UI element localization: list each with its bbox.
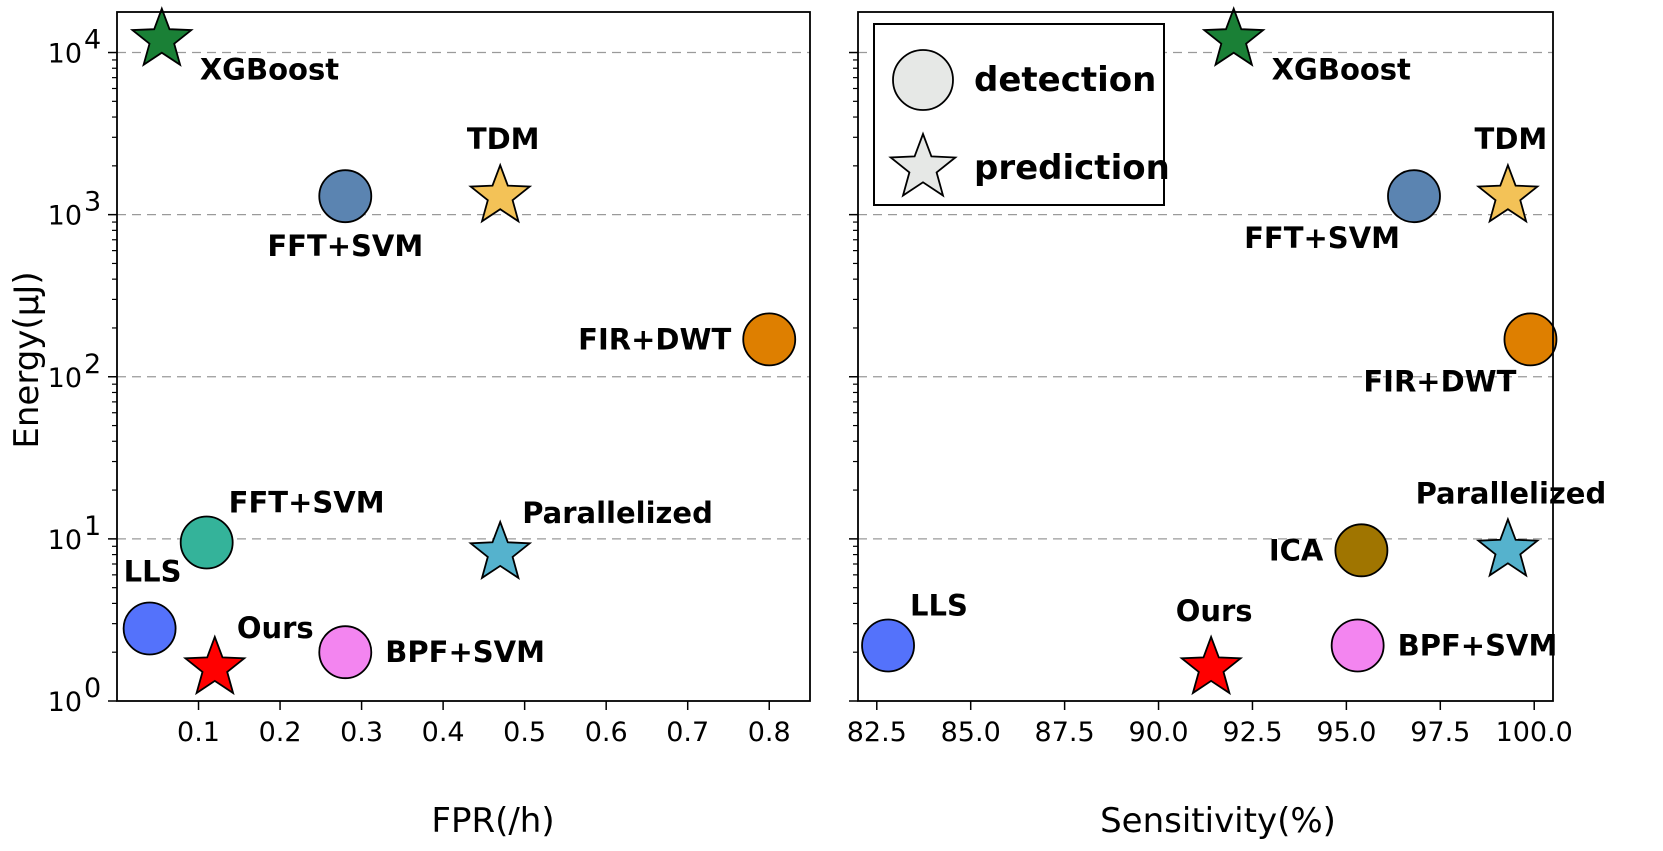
point-bpf-svm <box>318 625 373 680</box>
x-tick-label: 0.3 <box>340 717 383 748</box>
point-label-fft-svm: FFT+SVM <box>267 229 423 263</box>
point-label-lls: LLS <box>124 555 182 589</box>
point-fir-dwt <box>742 312 797 367</box>
point-fir-dwt <box>1503 312 1558 367</box>
plot-frame <box>116 11 811 702</box>
point-parallelized <box>468 519 533 580</box>
y-tick-label: 10 <box>48 525 82 556</box>
point-label-fft-svm: FFT+SVM <box>229 485 385 519</box>
point-label-xgboost: XGBoost <box>200 53 339 87</box>
point-label-tdm: TDM <box>1475 122 1548 156</box>
point-xgboost <box>1201 6 1266 67</box>
x-tick-label: 0.8 <box>748 717 791 748</box>
y-tick-label: 10 <box>48 39 82 70</box>
legend-detection-marker <box>892 49 954 111</box>
point-tdm <box>1475 162 1540 224</box>
y-tick-exponent: 1 <box>84 511 101 542</box>
y-tick-exponent: 4 <box>84 25 101 56</box>
y-tick-label: 10 <box>48 363 82 394</box>
point-label-fft-svm: FFT+SVM <box>1244 221 1400 255</box>
x-tick-label: 0.4 <box>422 717 465 748</box>
point-fft-svm <box>1387 169 1441 224</box>
x-tick-label: 87.5 <box>1035 717 1095 748</box>
x-tick-label: 90.0 <box>1128 717 1188 748</box>
plot-frame <box>857 11 1554 702</box>
point-bpf-svm <box>1330 618 1385 673</box>
point-label-fir-dwt: FIR+DWT <box>1363 364 1516 398</box>
point-xgboost <box>129 6 194 67</box>
y-tick-exponent: 2 <box>84 349 101 380</box>
legend-prediction-marker <box>888 131 958 198</box>
point-lls <box>861 618 915 673</box>
y-tick-exponent: 3 <box>84 187 101 218</box>
x-axis-label-right: Sensitivity(%) <box>1100 801 1336 841</box>
point-label-tdm: TDM <box>467 122 540 156</box>
legend-detection-label: detection <box>974 60 1156 100</box>
x-axis-label-left: FPR(/h) <box>431 801 554 841</box>
point-fft-svm <box>318 169 373 224</box>
legend: detection prediction <box>873 23 1170 206</box>
point-label-lls: LLS <box>910 588 968 622</box>
x-tick-label: 97.5 <box>1410 717 1470 748</box>
point-parallelized <box>1475 516 1540 578</box>
point-label-bpf-svm: BPF+SVM <box>385 635 545 669</box>
point-label-fir-dwt: FIR+DWT <box>578 322 731 356</box>
y-tick-exponent: 0 <box>84 673 101 704</box>
x-tick-label: 0.1 <box>177 717 220 748</box>
y-tick-label: 10 <box>48 201 82 232</box>
point-label-ours: Ours <box>1176 594 1253 628</box>
x-tick-label: 0.2 <box>259 717 302 748</box>
point-label-xgboost: XGBoost <box>1272 53 1411 87</box>
y-tick-label: 10 <box>48 687 82 718</box>
point-ours <box>1179 634 1244 696</box>
x-tick-label: 82.5 <box>847 717 907 748</box>
x-tick-label: 0.7 <box>666 717 709 748</box>
legend-prediction-label: prediction <box>974 148 1170 188</box>
x-tick-label: 95.0 <box>1316 717 1376 748</box>
x-tick-label: 0.6 <box>585 717 628 748</box>
x-tick-label: 85.0 <box>941 717 1001 748</box>
x-tick-label: 92.5 <box>1222 717 1282 748</box>
point-ica <box>1334 523 1389 578</box>
point-ours <box>182 634 247 696</box>
right-panel: 82.5 85.0 87.5 90.0 92.5 95.0 97.5 100.0 XGBoost… <box>847 6 1607 748</box>
point-lls <box>122 601 177 656</box>
point-label-ica: ICA <box>1269 533 1324 567</box>
y-axis-label: Energy(μJ) <box>7 271 47 448</box>
point-label-bpf-svm: BPF+SVM <box>1398 628 1558 662</box>
point-label-parallelized: Parallelized <box>1416 476 1607 510</box>
point-fft-svm <box>179 515 234 570</box>
point-tdm <box>468 162 533 224</box>
x-tick-label: 0.5 <box>503 717 546 748</box>
point-label-parallelized: Parallelized <box>522 496 713 530</box>
point-label-ours: Ours <box>237 611 314 645</box>
x-tick-label: 100.0 <box>1496 717 1573 748</box>
